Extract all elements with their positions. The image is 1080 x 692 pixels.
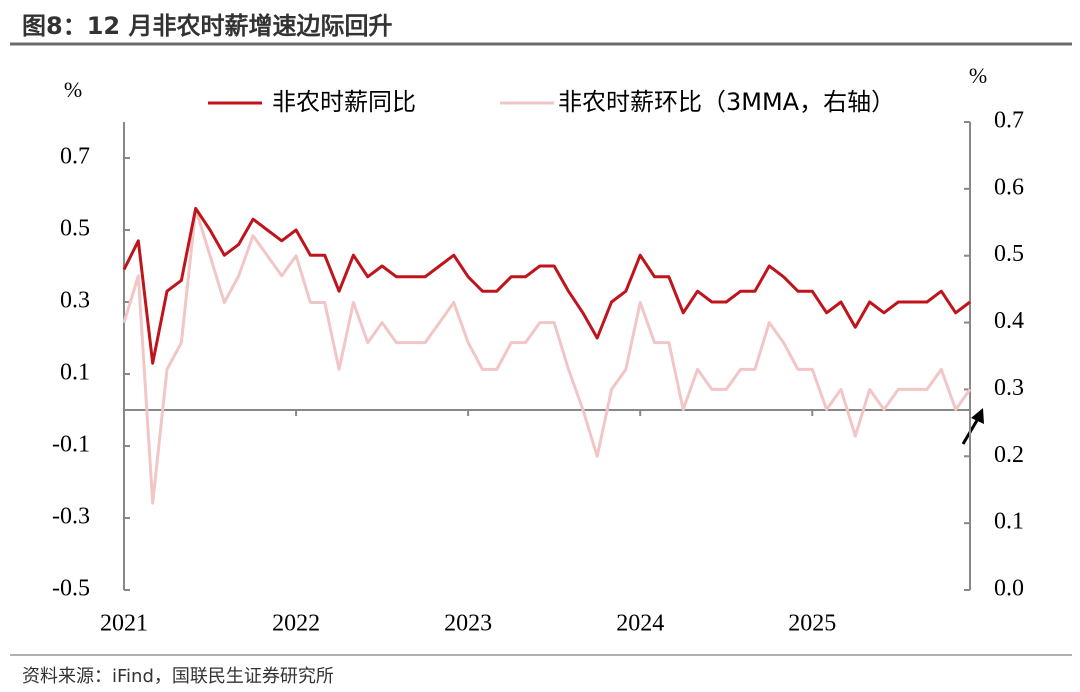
series-line xyxy=(122,207,972,505)
y2-tick-label: 0.7 xyxy=(994,108,1024,134)
y2-unit: % xyxy=(969,63,987,88)
y2-tick-label: 0.0 xyxy=(994,576,1024,602)
title: 图8：12 月非农时薪增速边际回升 xyxy=(22,12,392,40)
legend-label: 非农时薪同比 xyxy=(272,88,416,116)
y-tick-label: 0.5 xyxy=(60,216,90,242)
y-unit: % xyxy=(64,77,82,102)
source: 资料来源：iFind，国联民生证券研究所 xyxy=(22,666,334,687)
y-tick-label: -0.5 xyxy=(52,576,90,602)
y-tick-label: 0.1 xyxy=(60,360,90,386)
y-tick-label: -0.3 xyxy=(52,504,90,530)
y2-tick-label: 0.3 xyxy=(994,375,1024,401)
x-tick-label: 2022 xyxy=(272,611,320,637)
x-tick-label: 2023 xyxy=(444,611,492,637)
x-tick-label: 2024 xyxy=(616,611,664,637)
series-line xyxy=(122,206,971,365)
y2-tick-label: 0.1 xyxy=(994,509,1024,535)
y-tick-label: 0.7 xyxy=(60,144,90,170)
y2-tick-label: 0.5 xyxy=(994,241,1024,267)
y-tick-label: 0.3 xyxy=(60,288,90,314)
x-tick-label: 2025 xyxy=(788,611,836,637)
legend-label: 非农时薪环比（3MMA，右轴） xyxy=(558,88,895,116)
y2-tick-label: 0.6 xyxy=(994,174,1024,200)
x-tick-label: 2021 xyxy=(100,611,148,637)
y2-tick-label: 0.2 xyxy=(994,442,1024,468)
y2-tick-label: 0.4 xyxy=(994,308,1024,334)
y-tick-label: -0.1 xyxy=(52,432,90,458)
arrow-head xyxy=(971,408,984,424)
